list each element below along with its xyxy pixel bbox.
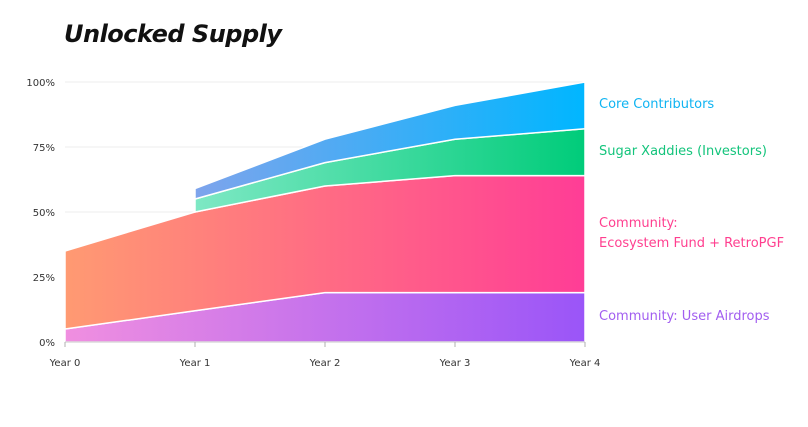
legend-label-line: Community: User Airdrops (599, 309, 770, 325)
y-tick-label: 25% (33, 273, 55, 284)
y-tick-label: 75% (33, 143, 55, 154)
legend-label-line: Ecosystem Fund + RetroPGF (599, 236, 785, 252)
chart-title: Unlocked Supply (64, 20, 282, 48)
x-tick-label: Year 3 (439, 358, 471, 369)
legend-label: Core Contributors (599, 95, 714, 115)
area-core-contributors (194, 81, 586, 200)
legend-label: Community: Ecosystem Fund + RetroPGF (599, 214, 784, 254)
legend-label-line: Core Contributors (599, 97, 715, 113)
x-tick-label: Year 1 (179, 358, 211, 369)
axes: 0% 25% 50% 75% 100% Year 0 Year 1 Year 2 Year 3 Y… (26, 78, 600, 369)
legend-label: Sugar Xaddies (Investors) (599, 142, 767, 162)
y-tick-label: 100% (26, 78, 55, 89)
legend-label: Community: User Airdrops (599, 307, 769, 327)
legend-label-line: Community: (599, 216, 678, 232)
legend-label-line: Sugar Xaddies (Investors) (599, 144, 767, 160)
x-tick-label: Year 2 (309, 358, 341, 369)
x-tick-label: Year 0 (49, 358, 81, 369)
x-tick-label: Year 4 (569, 358, 601, 369)
y-tick-label: 50% (33, 208, 55, 219)
y-tick-label: 0% (39, 338, 55, 349)
area-series (64, 81, 586, 343)
